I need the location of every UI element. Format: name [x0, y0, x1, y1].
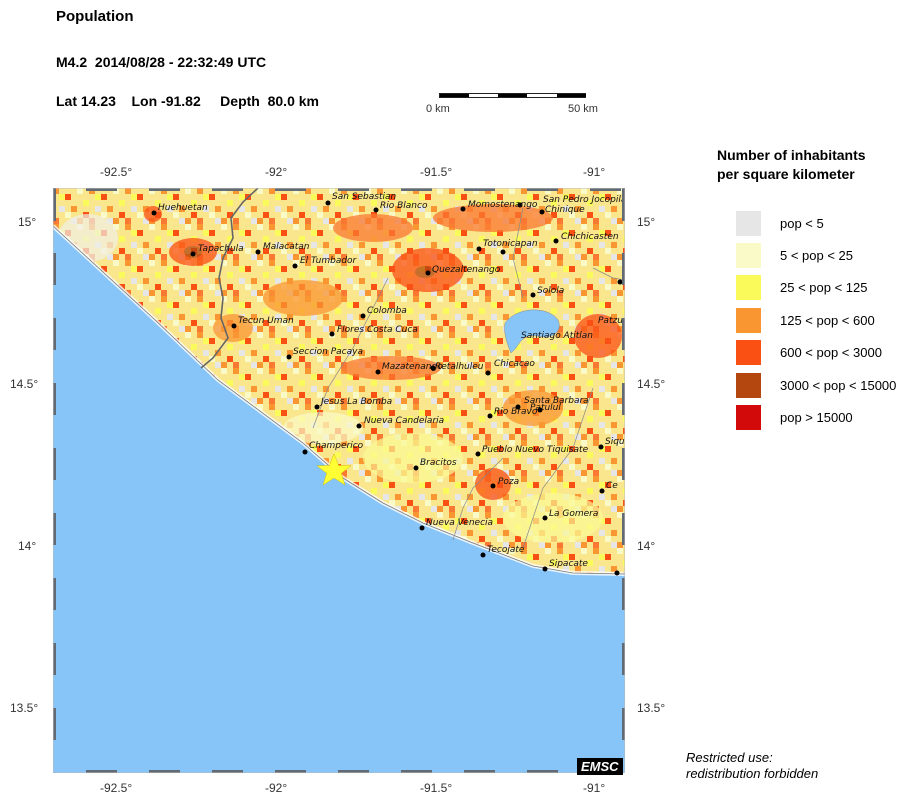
svg-text:Chinique: Chinique	[545, 205, 585, 215]
lon-tick-bottom: -91.5°	[420, 781, 453, 795]
legend-label: pop > 15000	[780, 410, 853, 425]
star-icon	[316, 453, 352, 486]
svg-text:Ce: Ce	[606, 481, 618, 491]
svg-text:Quezaltenango: Quezaltenango	[432, 265, 501, 275]
svg-text:Tecun Uman: Tecun Uman	[238, 316, 294, 326]
lon-tick-bottom: -92°	[265, 781, 288, 795]
lat-tick-right: 14.5°	[637, 377, 666, 391]
svg-text:Tapachula: Tapachula	[198, 244, 244, 254]
legend-label: 600 < pop < 3000	[780, 345, 882, 360]
city-labels: Huehuetan Tapachula Malacatan El Tumbado…	[158, 192, 631, 569]
svg-text:Patulul: Patulul	[530, 403, 561, 413]
lat-tick-left: 14.5°	[10, 377, 39, 391]
lat-tick-right: 15°	[637, 215, 656, 229]
svg-text:Jesus La Bomba: Jesus La Bomba	[319, 397, 392, 407]
lat-tick-left: 15°	[18, 215, 37, 229]
legend-swatch	[736, 243, 761, 268]
svg-text:Seccion Pacaya: Seccion Pacaya	[293, 347, 363, 357]
legend-title-line1: Number of inhabitants	[717, 147, 866, 163]
svg-text:Totonicapan: Totonicapan	[483, 239, 538, 249]
restricted-use-note: Restricted use: redistribution forbidden	[686, 750, 818, 782]
sea	[53, 226, 625, 773]
svg-text:Nueva Venecia: Nueva Venecia	[426, 518, 493, 528]
lon-tick-top: -92°	[265, 165, 288, 179]
legend-swatch	[736, 373, 761, 398]
lon-tick-bottom: -92.5°	[100, 781, 133, 795]
svg-text:Malacatan: Malacatan	[263, 242, 310, 252]
svg-text:Siqu: Siqu	[605, 437, 625, 447]
svg-text:Tecojate: Tecojate	[487, 545, 525, 555]
svg-text:Solola: Solola	[537, 286, 564, 296]
legend-swatch	[736, 405, 761, 430]
svg-text:El Tumbador: El Tumbador	[300, 256, 358, 266]
legend-title: Number of inhabitants per square kilomet…	[717, 146, 866, 184]
legend-label: 5 < pop < 25	[780, 248, 854, 263]
legend-swatch	[736, 211, 761, 236]
svg-text:San Pedro Jocopilas: San Pedro Jocopilas	[543, 195, 625, 205]
scale-end-label: 50 km	[568, 103, 598, 115]
svg-text:La Gomera: La Gomera	[549, 509, 598, 519]
lon-tick-top: -91°	[583, 165, 606, 179]
lat-tick-right: 13.5°	[637, 701, 666, 715]
svg-text:Flores Costa Cuca: Flores Costa Cuca	[337, 325, 418, 335]
legend-label: 3000 < pop < 15000	[780, 378, 897, 393]
svg-text:Momostenango: Momostenango	[468, 200, 538, 210]
legend-label: 125 < pop < 600	[780, 313, 875, 328]
scale-bar	[439, 93, 586, 98]
lat-tick-left: 14°	[18, 539, 37, 553]
legend-title-line2: per square kilometer	[717, 166, 855, 182]
emsc-logo: EMSC	[577, 758, 623, 775]
lon-tick-bottom: -91°	[583, 781, 606, 795]
lon-tick-top: -91.5°	[420, 165, 453, 179]
scale-start-label: 0 km	[426, 103, 450, 115]
svg-text:Sipacate: Sipacate	[549, 559, 588, 569]
svg-text:Chichicasten: Chichicasten	[561, 232, 619, 242]
svg-text:Santa Barbara: Santa Barbara	[524, 396, 589, 406]
city-markers	[151, 200, 623, 576]
svg-text:San Sebastian: San Sebastian	[332, 192, 397, 202]
svg-text:Rio Blanco: Rio Blanco	[380, 201, 428, 211]
event-location: Lat 14.23 Lon -91.82 Depth 80.0 km	[56, 93, 319, 109]
lat-tick-left: 13.5°	[10, 701, 39, 715]
svg-text:Rio Bravo: Rio Bravo	[494, 407, 538, 417]
map-title: Population	[56, 8, 134, 25]
svg-text:Patzun: Patzun	[598, 316, 625, 326]
svg-text:Nueva Candelaria: Nueva Candelaria	[364, 416, 444, 426]
svg-text:Chicacao: Chicacao	[494, 359, 535, 369]
lat-tick-right: 14°	[637, 539, 656, 553]
svg-text:Huehuetan: Huehuetan	[158, 203, 208, 213]
lon-tick-top: -92.5°	[100, 165, 133, 179]
svg-text:Pueblo Nuevo Tiquisate: Pueblo Nuevo Tiquisate	[482, 445, 589, 455]
legend-swatch	[736, 275, 761, 300]
svg-text:Poza: Poza	[498, 477, 519, 487]
svg-text:Retalhuleu: Retalhuleu	[435, 362, 484, 372]
svg-text:Colomba: Colomba	[367, 306, 407, 316]
event-info: M4.2 2014/08/28 - 22:32:49 UTC	[56, 54, 267, 70]
legend-label: 25 < pop < 125	[780, 280, 868, 295]
svg-text:Santiago Atitlan: Santiago Atitlan	[521, 331, 593, 341]
note-line2: redistribution forbidden	[686, 766, 819, 781]
population-map[interactable]: Huehuetan Tapachula Malacatan El Tumbado…	[51, 187, 631, 774]
legend-swatch	[736, 308, 761, 333]
svg-text:Champerico: Champerico	[309, 441, 364, 451]
svg-text:Bracitos: Bracitos	[420, 458, 457, 468]
note-line1: Restricted use:	[686, 750, 773, 765]
legend-swatch	[736, 340, 761, 365]
legend-label: pop < 5	[780, 216, 824, 231]
svg-text:Mazatenango: Mazatenango	[382, 362, 443, 372]
